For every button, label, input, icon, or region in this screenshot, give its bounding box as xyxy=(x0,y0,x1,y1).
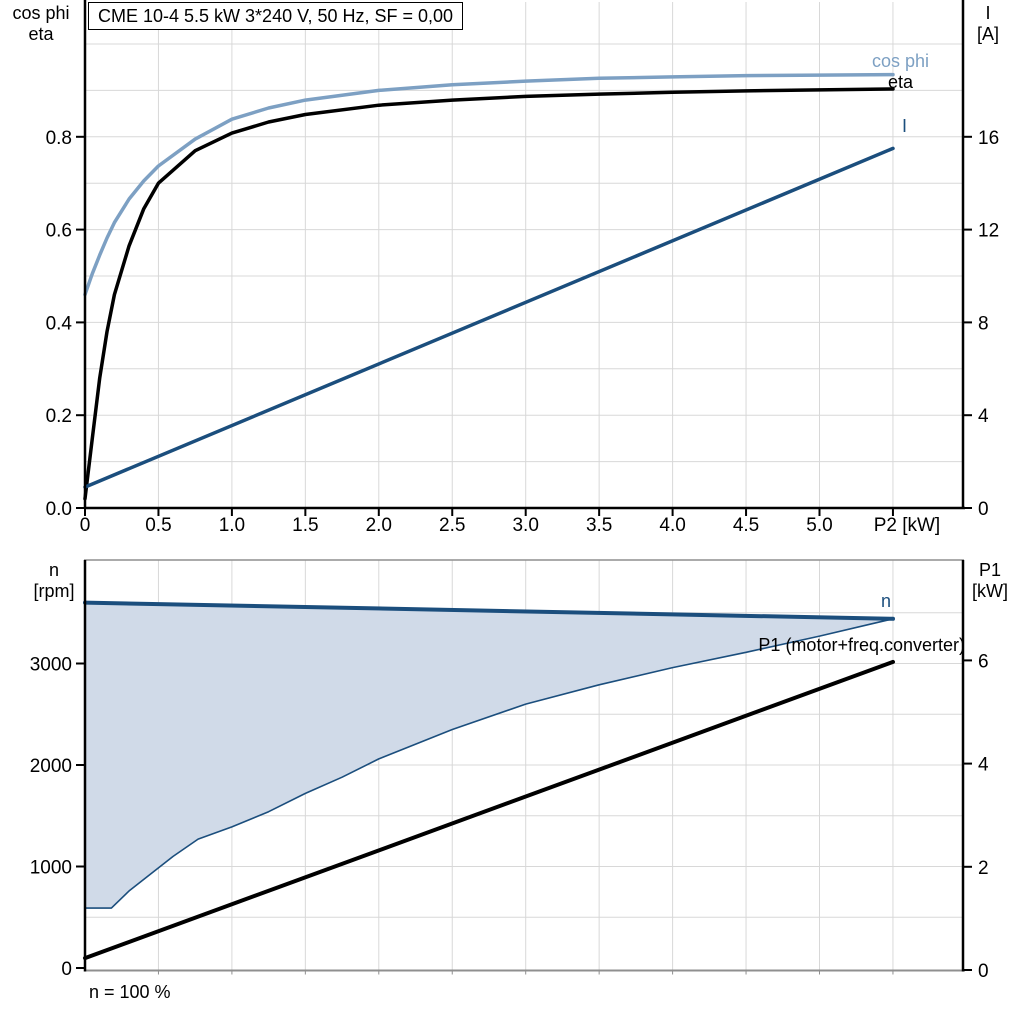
top-right-axis-title: I [A] xyxy=(962,3,1014,45)
tick-label-left: 0.8 xyxy=(46,128,72,149)
tick-label-x: 0 xyxy=(80,515,91,536)
curve-label-eta: eta xyxy=(888,72,914,92)
tick-label-x: 1.5 xyxy=(292,515,318,536)
tick-label-right: 0 xyxy=(978,499,989,520)
curve-i xyxy=(83,146,895,489)
bottom-right-axis-title: P1 [kW] xyxy=(962,560,1018,602)
chart-title-box: CME 10-4 5.5 kW 3*240 V, 50 Hz, SF = 0,0… xyxy=(88,2,464,30)
tick-label-left: 0.4 xyxy=(46,313,73,334)
curve-cos-phi xyxy=(83,72,895,297)
tick-label-left: 0.0 xyxy=(46,499,72,520)
tick-label-left: 0.6 xyxy=(46,221,72,242)
speed-range-area xyxy=(85,602,893,909)
tick-label-left: 1000 xyxy=(30,858,72,879)
tick-label-right: 12 xyxy=(978,221,999,242)
tick-label-x: 4.0 xyxy=(659,515,685,536)
tick-label-x: 4.5 xyxy=(733,515,759,536)
bottom-left-axis-title: n [rpm] xyxy=(18,560,90,602)
curve-eta xyxy=(83,87,895,501)
tick-label-right: 2 xyxy=(978,858,989,879)
x-axis-title: P2 [kW] xyxy=(874,515,941,536)
tick-label-x: 5.0 xyxy=(806,515,832,536)
tick-label-left: 2000 xyxy=(30,756,72,777)
tick-label-x: 3.0 xyxy=(512,515,538,536)
axis-title-eta: eta xyxy=(28,24,54,44)
axis-title-P1: P1 xyxy=(978,560,1002,580)
top-left-axis-title: cos phi eta xyxy=(2,3,80,45)
tick-label-left: 3000 xyxy=(30,655,72,676)
curve-p1 xyxy=(83,659,895,961)
axis-title-I: I xyxy=(985,3,991,23)
curve-label-current: I xyxy=(902,116,908,136)
curve-n xyxy=(83,600,895,621)
axis-title-cos-phi: cos phi xyxy=(12,3,70,23)
curve-label-n: n xyxy=(881,591,892,611)
speed-footnote: n = 100 % xyxy=(89,982,171,1002)
axis-title-rpm-unit: [rpm] xyxy=(33,581,75,601)
axis-title-kW-unit: [kW] xyxy=(972,581,1008,601)
tick-label-x: 0.5 xyxy=(145,515,171,536)
chart-title: CME 10-4 5.5 kW 3*240 V, 50 Hz, SF = 0,0… xyxy=(98,6,454,26)
curve-label-cos-phi: cos phi xyxy=(872,51,930,71)
axis-title-n: n xyxy=(48,560,59,580)
tick-label-right: 6 xyxy=(978,651,989,672)
tick-label-left: 0 xyxy=(61,959,72,980)
tick-label-right: 16 xyxy=(978,128,999,149)
tick-label-right: 4 xyxy=(978,755,989,776)
tick-label-x: 3.5 xyxy=(586,515,612,536)
axis-title-A-unit: [A] xyxy=(976,24,999,44)
tick-label-left: 0.2 xyxy=(46,406,72,427)
tick-label-x: 2.5 xyxy=(439,515,465,536)
curve-n-min xyxy=(84,617,894,909)
tick-label-x: 1.0 xyxy=(219,515,245,536)
tick-label-right: 0 xyxy=(978,961,989,982)
tick-label-right: 8 xyxy=(978,313,989,334)
tick-label-x: 2.0 xyxy=(366,515,392,536)
curve-label-p1: P1 (motor+freq.converter) xyxy=(758,635,965,655)
tick-label-right: 4 xyxy=(978,406,989,427)
